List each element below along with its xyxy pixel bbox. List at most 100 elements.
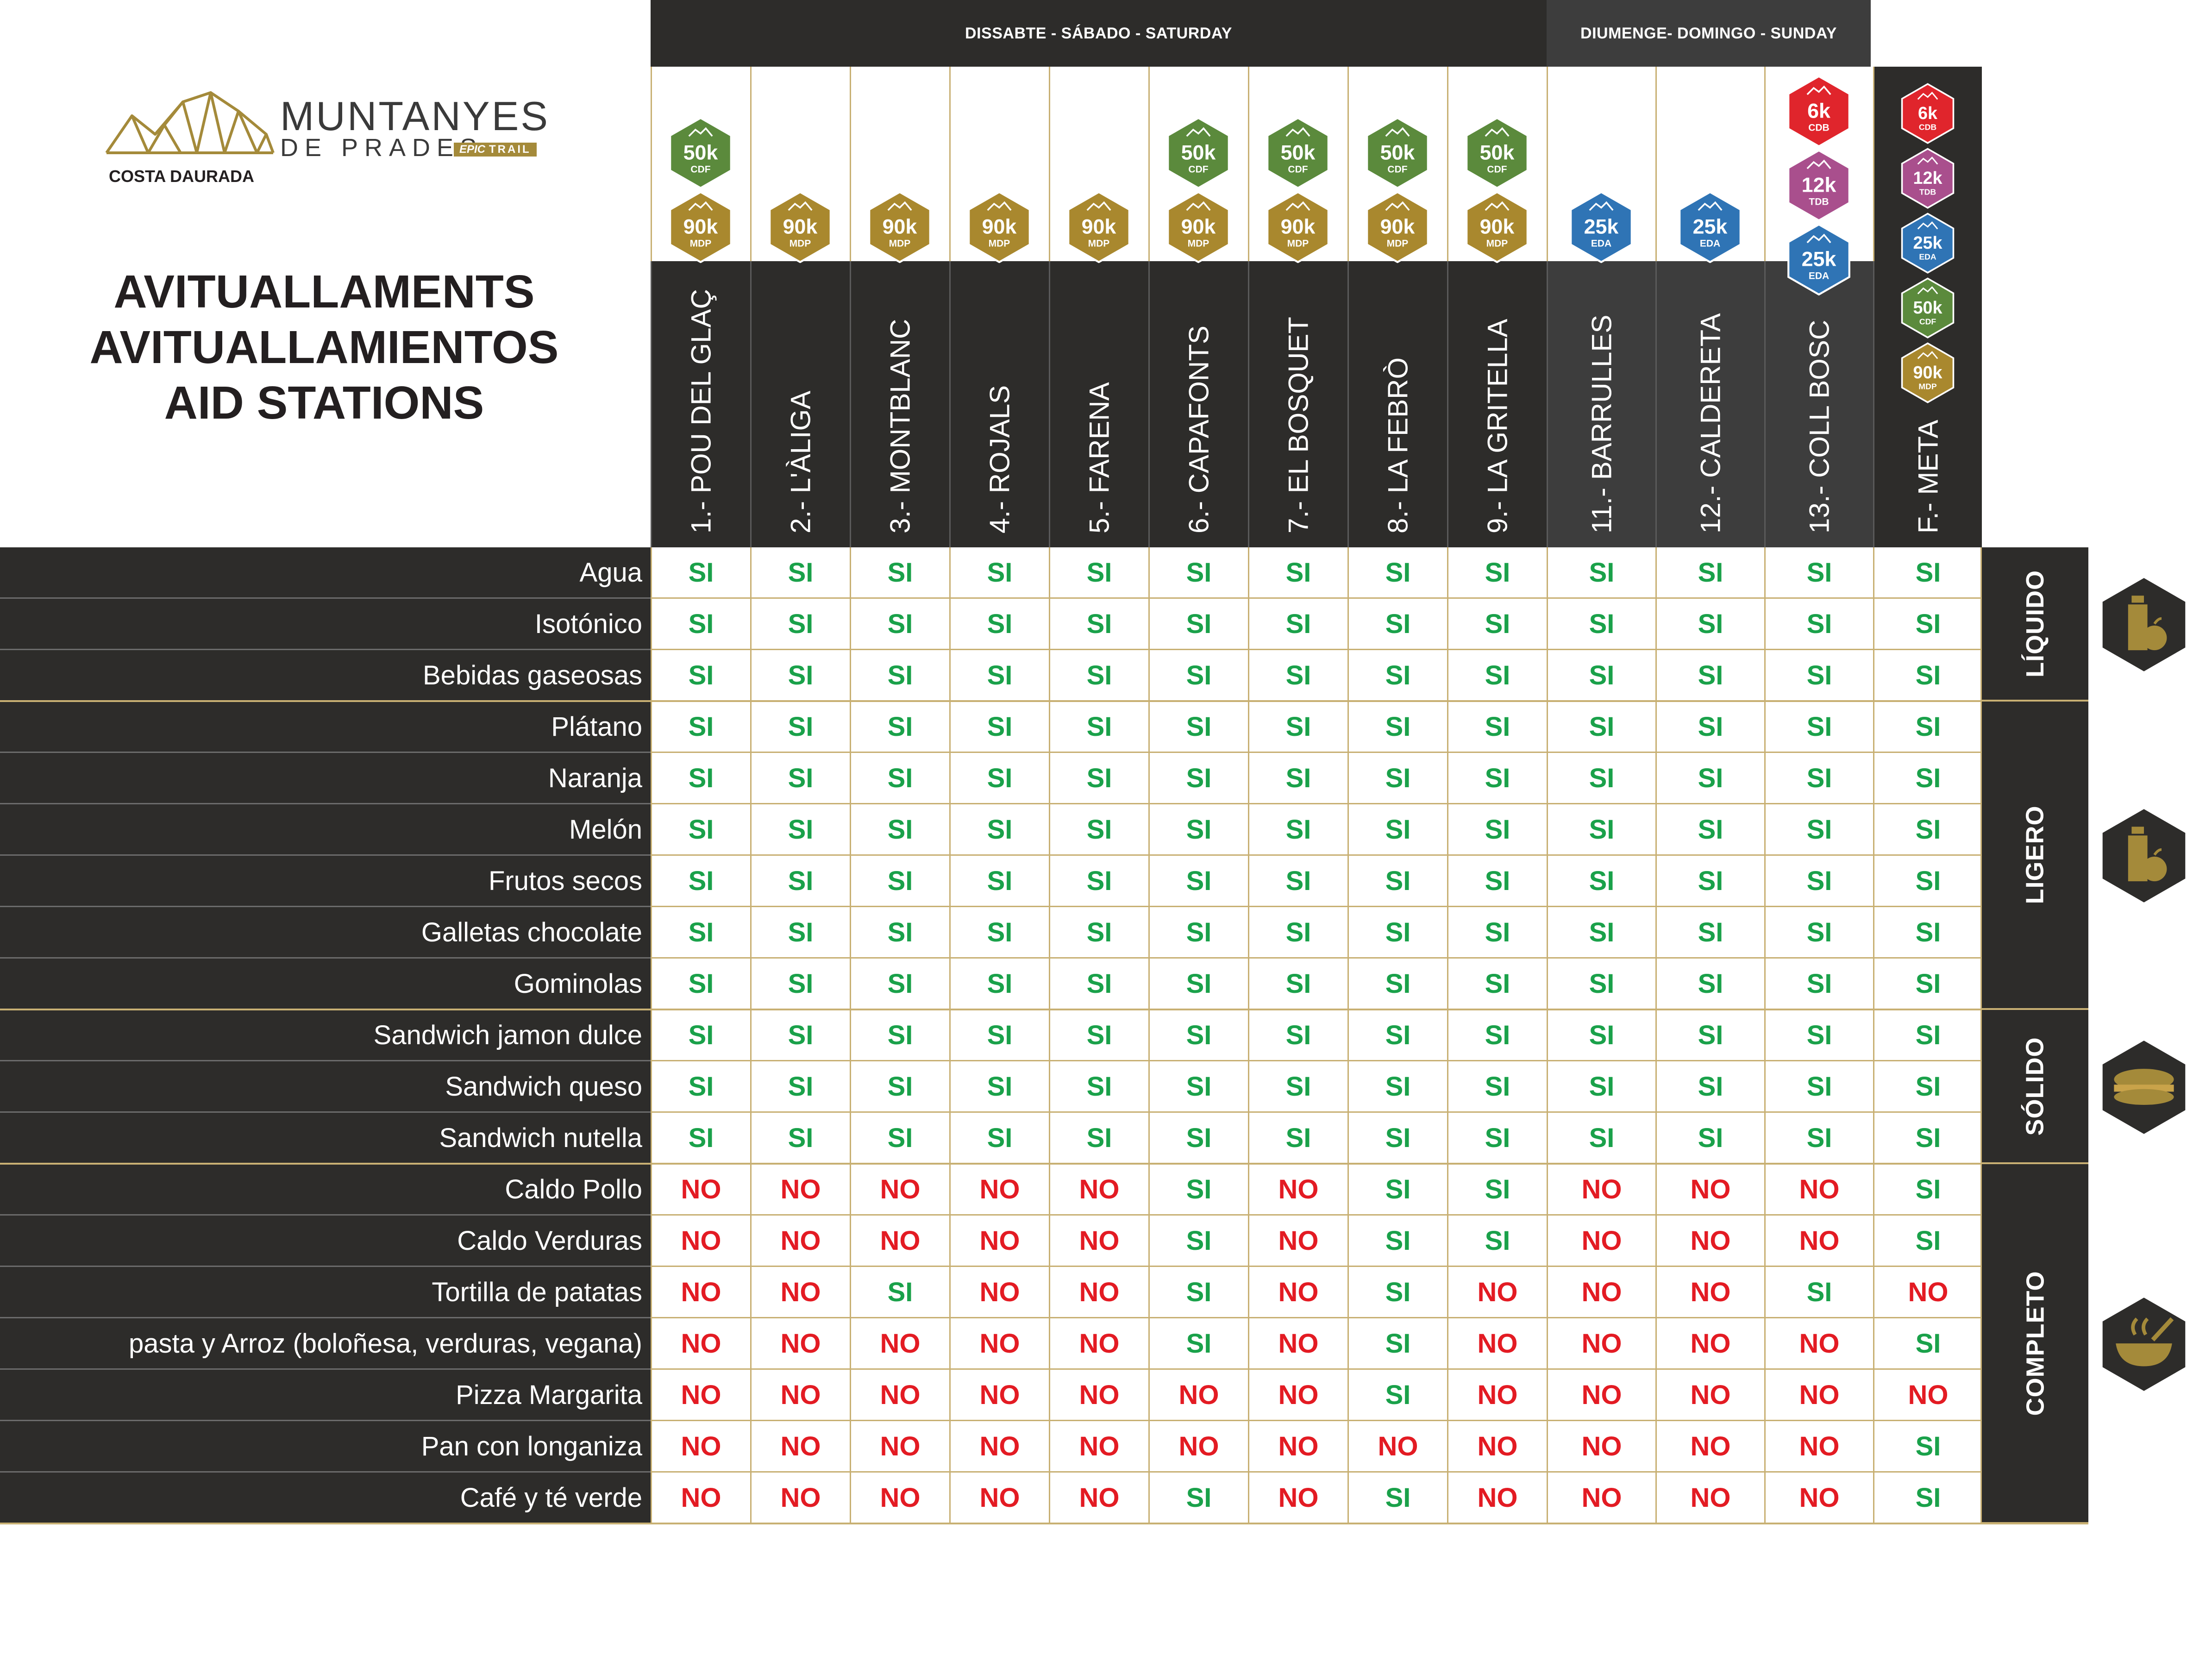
availability-cell: SI: [1148, 599, 1248, 650]
availability-cell: NO: [949, 1164, 1049, 1216]
availability-cell: SI: [1447, 753, 1547, 804]
row-label: Tortilla de patatas: [0, 1267, 651, 1318]
category-label-box: SÓLIDO: [1982, 1010, 2088, 1164]
hot-meal-icon: [2102, 1297, 2186, 1391]
station-name-header: 9.- LA GRITELLA: [1447, 261, 1547, 547]
availability-cell: SI: [1655, 1010, 1764, 1061]
drink-icon: [2102, 577, 2186, 671]
sandwich-icon: [2102, 1040, 2186, 1134]
availability-cell: SI: [1347, 1267, 1447, 1318]
availability-cell: SI: [651, 650, 750, 702]
availability-cell: SI: [1347, 1113, 1447, 1164]
availability-cell: SI: [750, 753, 850, 804]
availability-cell: NO: [1764, 1216, 1873, 1267]
category-label: LÍQUIDO: [2021, 570, 2049, 677]
svg-text:25k: 25k: [1692, 215, 1727, 238]
availability-cell: NO: [1547, 1318, 1655, 1370]
station-name-header: 8.- LA FEBRÒ: [1347, 261, 1447, 547]
availability-cell: SI: [1148, 856, 1248, 907]
table-right-border: [1980, 547, 1982, 1524]
availability-cell: NO: [1655, 1164, 1764, 1216]
availability-cell: SI: [1873, 856, 1982, 907]
svg-text:50k: 50k: [1181, 141, 1216, 164]
availability-cell: SI: [949, 753, 1049, 804]
availability-cell: SI: [850, 1010, 949, 1061]
availability-cell: NO: [1873, 1267, 1982, 1318]
availability-cell: SI: [1764, 856, 1873, 907]
availability-cell: NO: [651, 1473, 750, 1524]
availability-cell: NO: [1764, 1164, 1873, 1216]
station-name-header: 6.- CAPAFONTS: [1148, 261, 1248, 547]
availability-cell: NO: [750, 1318, 850, 1370]
availability-cell: NO: [1447, 1473, 1547, 1524]
availability-cell: NO: [1248, 1473, 1347, 1524]
station-name: 13.- COLL BOSC: [1804, 320, 1835, 533]
row-label: Gominolas: [0, 959, 651, 1010]
availability-cell: SI: [1248, 702, 1347, 753]
group-separator: [0, 1523, 2088, 1524]
availability-cell: NO: [1655, 1216, 1764, 1267]
availability-cell: NO: [750, 1216, 850, 1267]
availability-cell: SI: [1347, 1370, 1447, 1421]
availability-cell: NO: [1447, 1370, 1547, 1421]
availability-cell: SI: [1655, 907, 1764, 959]
category-label-box: LÍQUIDO: [1982, 547, 2088, 702]
availability-cell: SI: [1873, 959, 1982, 1010]
category-label: COMPLETO: [2021, 1270, 2049, 1416]
availability-cell: SI: [1655, 856, 1764, 907]
title-line-es: AVITUALLAMIENTOS: [89, 321, 559, 373]
availability-cell: SI: [1049, 547, 1148, 599]
availability-cell: SI: [1764, 753, 1873, 804]
station-name: 7.- EL BOSQUET: [1283, 317, 1314, 533]
group-separator: [0, 1163, 2088, 1165]
availability-cell: SI: [1655, 804, 1764, 856]
availability-cell: NO: [1049, 1421, 1148, 1473]
availability-cell: SI: [1764, 804, 1873, 856]
availability-cell: SI: [1547, 599, 1655, 650]
station-name-header: 2.- L'ÀLIGA: [750, 261, 850, 547]
availability-cell: SI: [651, 856, 750, 907]
svg-text:90k: 90k: [1380, 215, 1415, 238]
availability-cell: SI: [1655, 599, 1764, 650]
availability-cell: SI: [651, 702, 750, 753]
availability-cell: NO: [1547, 1164, 1655, 1216]
availability-cell: SI: [750, 907, 850, 959]
station-name: 2.- L'ÀLIGA: [785, 390, 816, 533]
svg-text:50k: 50k: [683, 141, 718, 164]
availability-cell: SI: [1148, 1164, 1248, 1216]
availability-cell: SI: [1148, 959, 1248, 1010]
svg-text:CDB: CDB: [1808, 122, 1829, 133]
row-label: Café y té verde: [0, 1473, 651, 1524]
availability-cell: NO: [651, 1318, 750, 1370]
availability-cell: NO: [1764, 1370, 1873, 1421]
svg-text:CDF: CDF: [1188, 164, 1208, 175]
availability-cell: SI: [1347, 959, 1447, 1010]
svg-text:MDP: MDP: [1088, 238, 1109, 249]
availability-cell: SI: [1447, 804, 1547, 856]
availability-cell: NO: [1547, 1267, 1655, 1318]
availability-cell: NO: [1655, 1370, 1764, 1421]
availability-cell: SI: [1347, 1061, 1447, 1113]
availability-cell: SI: [651, 804, 750, 856]
row-label: Pan con longaniza: [0, 1421, 651, 1473]
availability-cell: SI: [1447, 1113, 1547, 1164]
availability-cell: SI: [1347, 1010, 1447, 1061]
logo: MUNTANYES DE PRADES EPIC TRAIL COSTA DAU…: [104, 83, 548, 190]
availability-cell: SI: [651, 959, 750, 1010]
availability-cell: SI: [1764, 1113, 1873, 1164]
svg-text:25k: 25k: [1584, 215, 1618, 238]
availability-cell: SI: [1873, 1318, 1982, 1370]
availability-cell: NO: [850, 1421, 949, 1473]
row-label: Sandwich queso: [0, 1061, 651, 1113]
availability-cell: SI: [1148, 547, 1248, 599]
availability-cell: NO: [949, 1267, 1049, 1318]
availability-cell: SI: [1764, 959, 1873, 1010]
station-name-header: 1.- POU DEL GLAÇ: [651, 261, 750, 547]
availability-cell: SI: [1873, 753, 1982, 804]
